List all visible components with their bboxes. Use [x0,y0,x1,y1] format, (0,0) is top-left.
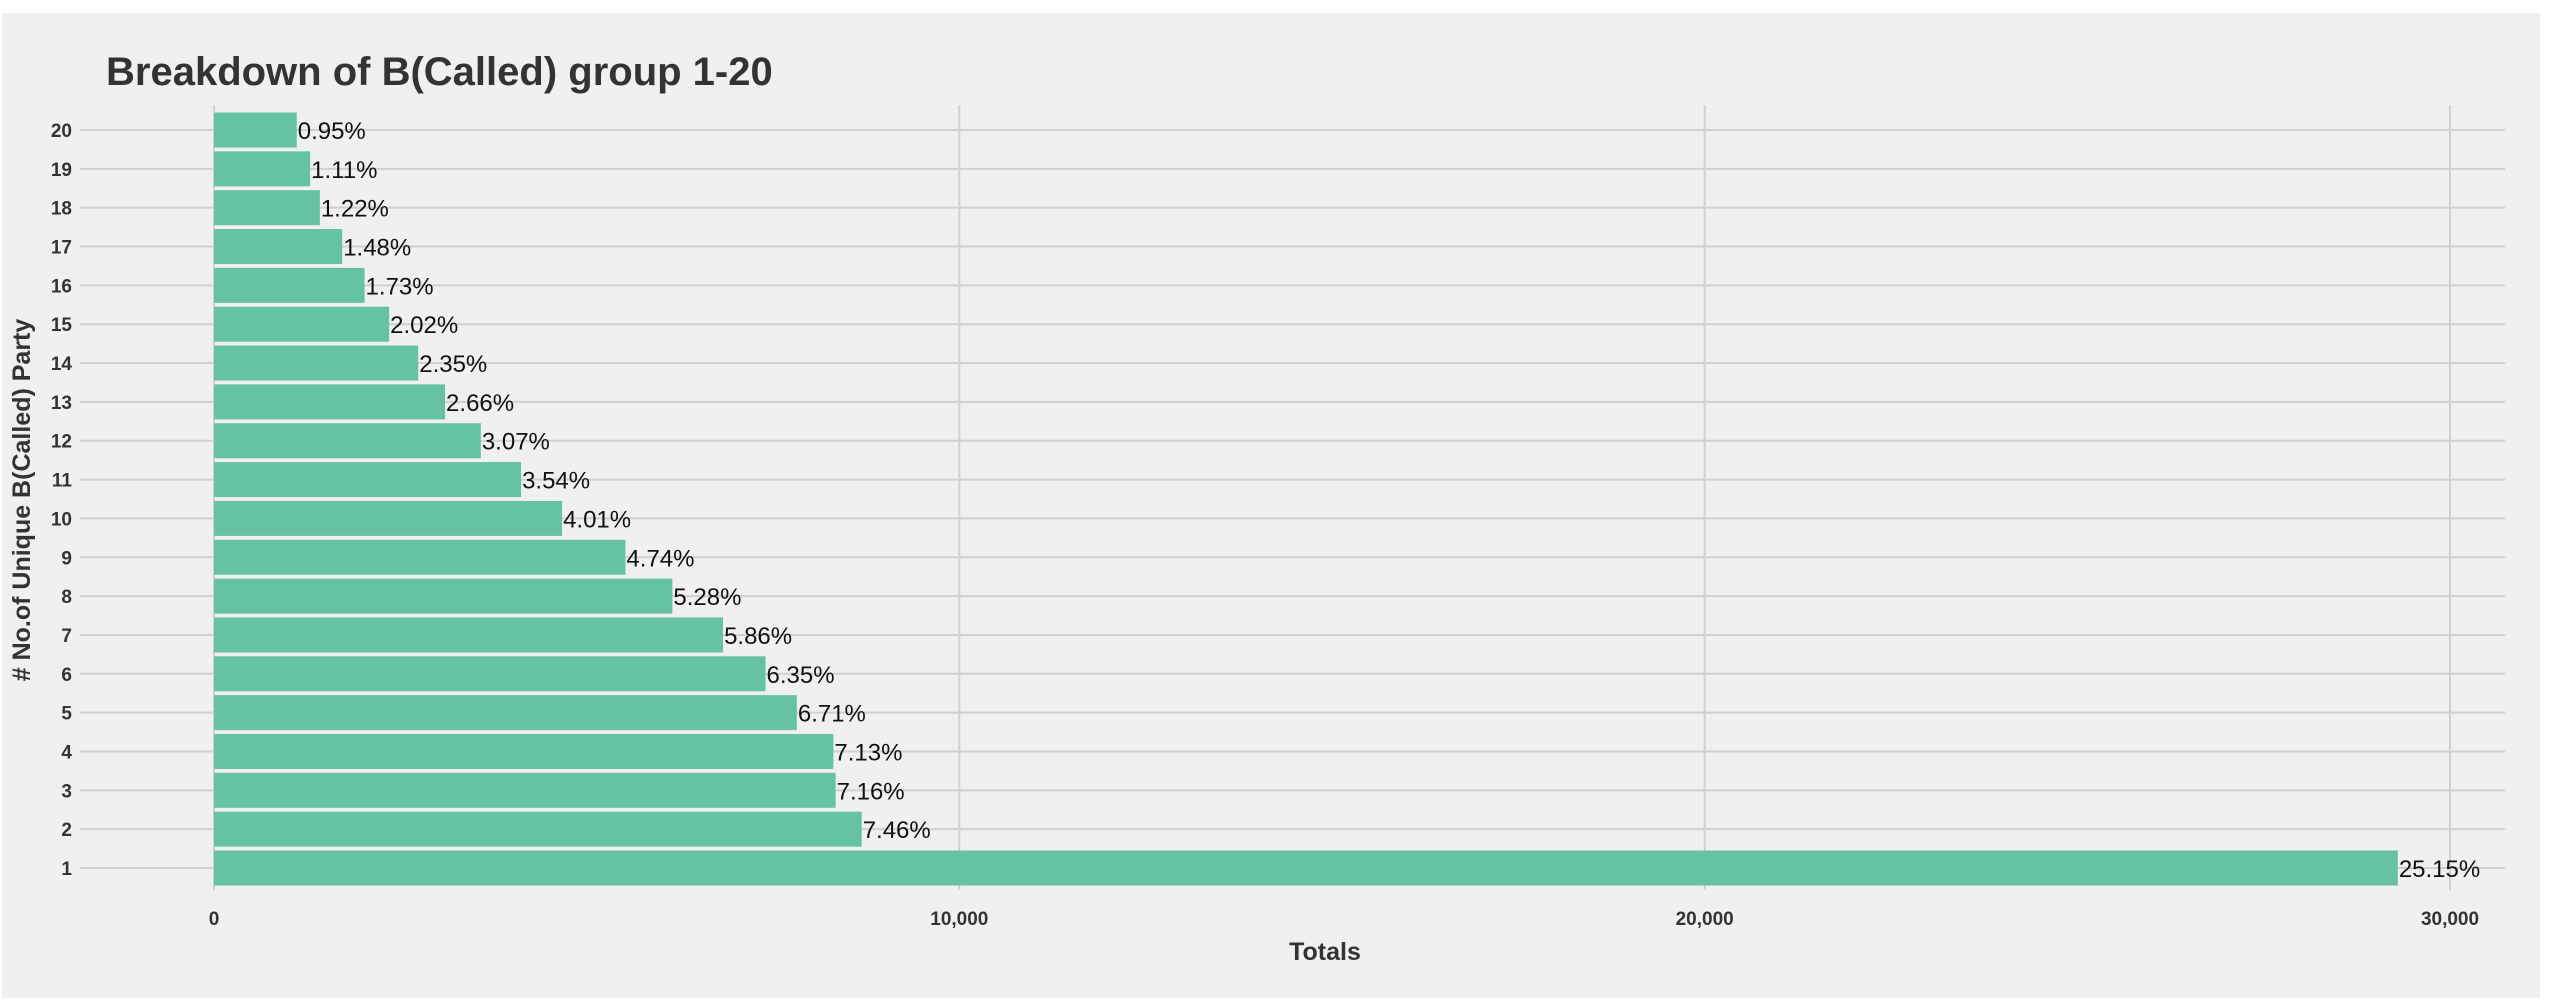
y-tick-label: 20 [51,121,72,142]
data-label-16: 1.73% [366,273,434,300]
y-tick-label: 6 [61,665,72,686]
bar-5 [214,695,797,731]
y-axis-label: # No.of Unique B(Called) Party [8,319,36,682]
y-tick-label: 12 [51,432,72,453]
y-tick-label: 19 [51,160,72,181]
data-label-7: 5.86% [724,623,792,650]
data-label-6: 6.35% [767,662,835,689]
bars [214,112,2398,886]
x-tick-label: 10,000 [930,909,988,930]
y-tick-label: 18 [51,199,72,220]
data-labels: 25.15% 7.46% 7.16% 7.13% 6.71% 6.35% 5.86% 5.28… [298,118,2481,883]
x-tick-label: 0 [209,909,220,930]
data-label-10: 4.01% [563,506,631,533]
data-label-11: 3.54% [522,468,590,495]
data-label-19: 1.11% [311,157,377,184]
bar-4 [214,733,834,769]
y-tick-label: 15 [51,315,73,336]
bar-8 [214,578,673,614]
data-label-20: 0.95% [298,118,366,145]
bar-7 [214,617,724,653]
bar-10 [214,500,563,536]
x-tick-label: 30,000 [2421,909,2479,930]
bar-20 [214,112,297,148]
bar-13 [214,384,446,420]
y-tick-label: 9 [61,548,72,569]
y-tick-label: 7 [61,626,72,647]
data-label-3: 7.16% [837,778,905,805]
y-tick-label: 2 [61,820,72,841]
data-label-2: 7.46% [863,817,931,844]
data-label-17: 1.48% [343,235,411,262]
bar-3 [214,772,836,808]
bar-6 [214,656,766,692]
y-tick-label: 5 [61,704,72,725]
data-label-12: 3.07% [482,429,550,456]
x-tick-labels: 0 10,000 20,000 30,000 [209,909,2479,930]
x-tick-label: 20,000 [1676,909,1734,930]
bar-11 [214,462,522,498]
data-label-4: 7.13% [834,739,902,766]
bar-12 [214,423,481,459]
bar-14 [214,345,419,381]
y-tick-label: 13 [51,393,72,414]
y-tick-label: 8 [61,587,72,608]
bar-19 [214,151,311,187]
y-tick-label: 3 [61,781,72,802]
y-tick-label: 4 [61,742,72,763]
data-label-13: 2.66% [446,390,514,417]
gridlines [80,105,2505,890]
bar-9 [214,539,626,575]
y-tick-label: 1 [61,859,72,880]
data-label-5: 6.71% [798,701,866,728]
chart-title: Breakdown of B(Called) group 1-20 [106,50,773,94]
data-label-9: 4.74% [626,545,694,572]
data-label-8: 5.28% [673,584,741,611]
y-tick-label: 16 [51,276,72,297]
y-tick-label: 17 [51,238,72,259]
bar-17 [214,229,343,265]
bar-18 [214,190,320,226]
data-label-14: 2.35% [419,351,487,378]
x-axis-label: Totals [1289,938,1361,966]
bar-15 [214,306,390,342]
y-tick-label: 14 [51,354,73,375]
data-label-1: 25.15% [2399,856,2480,883]
y-tick-label: 11 [52,471,73,492]
bar-2 [214,811,862,847]
data-label-15: 2.02% [390,312,458,339]
bar-1 [214,850,2398,886]
data-label-18: 1.22% [321,196,389,223]
y-tick-label: 10 [51,509,72,530]
bar-16 [214,267,365,303]
